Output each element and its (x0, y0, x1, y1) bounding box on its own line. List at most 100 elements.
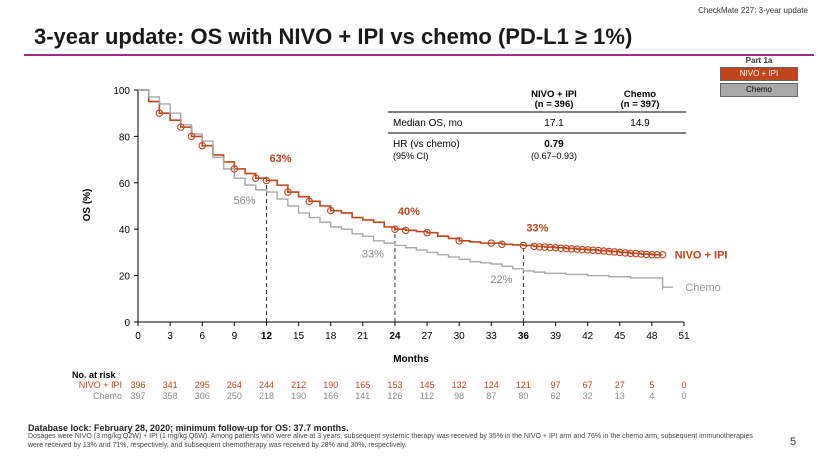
nivo-censor-mark (230, 165, 239, 173)
chemo-curve (138, 89, 674, 288)
nivo-censor-mark (653, 250, 661, 259)
nivo-censor-mark (546, 243, 554, 252)
stats-col-chemo: Chemo (624, 89, 656, 100)
risk-label-chemo: Chemo (93, 391, 122, 401)
nivo-censor-mark (535, 243, 544, 251)
risk-count-chemo: 397 (130, 391, 145, 401)
nivo-censor-mark (616, 248, 624, 257)
nivo-censor-mark (262, 176, 271, 185)
risk-count-nivo: 0 (681, 380, 686, 390)
x-tick-label: 0 (135, 331, 141, 342)
x-tick-label: 18 (325, 331, 337, 342)
x-tick-label: 24 (389, 331, 401, 342)
stats-hr-ci: (0.67–0.93) (531, 151, 577, 161)
risk-count-nivo: 295 (195, 380, 210, 390)
nivo-censor-mark (455, 237, 463, 245)
nivo-ipi-curve (138, 89, 663, 256)
title-divider (24, 54, 814, 56)
nivo-censor-mark (541, 243, 549, 251)
risk-count-nivo: 145 (420, 380, 435, 390)
nivo-censor-mark (621, 249, 629, 257)
stats-hr-label: HR (vs chemo) (393, 139, 460, 150)
risk-count-nivo: 132 (452, 380, 467, 390)
nivo-censor-mark (519, 241, 528, 250)
nivo-censor-mark (391, 225, 399, 233)
x-tick-label: 39 (550, 331, 562, 342)
landmark-chemo-label: 22% (490, 274, 512, 286)
nivo-censor-mark (551, 244, 560, 252)
legend-nivo: NIVO + IPI (720, 67, 798, 81)
y-axis-label: OS (%) (82, 189, 93, 222)
x-tick-label: 3 (167, 331, 173, 342)
risk-count-chemo: 112 (420, 391, 434, 401)
nivo-censor-mark (562, 244, 570, 253)
y-tick-label: 100 (113, 86, 130, 97)
y-tick-label: 60 (119, 179, 131, 190)
risk-count-chemo: 166 (323, 391, 338, 401)
nivo-censor-mark (530, 242, 538, 251)
page-number: 5 (790, 436, 797, 448)
x-tick-label: 6 (199, 331, 205, 342)
x-tick-label: 48 (646, 331, 658, 342)
arm-legend: Part 1a NIVO + IPI Chemo (720, 56, 798, 99)
risk-count-chemo: 250 (227, 391, 242, 401)
nivo-censor-mark (626, 249, 635, 258)
stats-hr-sub: (95% CI) (393, 151, 429, 161)
x-tick-label: 45 (614, 331, 626, 342)
nivo-censor-mark (658, 250, 667, 259)
nivo-censor-mark (487, 239, 496, 247)
nivo-censor-mark (284, 188, 292, 196)
x-tick-label: 12 (261, 331, 273, 342)
risk-count-chemo: 98 (454, 391, 464, 401)
nivo-censor-mark (187, 132, 196, 141)
y-tick-label: 80 (119, 132, 131, 143)
nivo-censor-mark (648, 250, 656, 259)
slide-title: 3-year update: OS with NIVO + IPI vs che… (34, 24, 633, 49)
risk-table-header: No. at risk (72, 370, 117, 380)
risk-count-nivo: 5 (649, 380, 654, 390)
nivo-censor-mark (557, 244, 565, 252)
risk-count-nivo: 124 (484, 380, 499, 390)
nivo-censor-mark (594, 246, 603, 255)
x-tick-label: 33 (486, 331, 498, 342)
risk-count-nivo: 153 (387, 380, 402, 390)
stats-median-chemo: 14.9 (630, 118, 650, 129)
nivo-censor-mark (423, 228, 431, 237)
landmark-chemo-label: 56% (233, 195, 255, 207)
risk-count-chemo: 306 (195, 391, 210, 401)
x-tick-label: 21 (357, 331, 369, 342)
x-tick-label: 27 (421, 331, 433, 342)
nivo-censor-mark (305, 197, 314, 206)
stats-median-nivo: 17.1 (544, 118, 564, 129)
nivo-censor-mark (177, 123, 185, 131)
x-tick-label: 15 (293, 331, 305, 342)
legend-chemo: Chemo (720, 83, 798, 97)
y-tick-label: 40 (119, 225, 131, 236)
landmark-nivo-label: 63% (269, 153, 291, 165)
risk-count-nivo: 190 (323, 380, 338, 390)
risk-count-chemo: 126 (387, 391, 402, 401)
nivo-censor-mark (610, 248, 619, 256)
nivo-censor-mark (401, 226, 410, 235)
chemo-end-label: Chemo (685, 282, 720, 294)
nivo-censor-mark (578, 245, 587, 254)
stats-table: NIVO + IPI (n = 396) Chemo (n = 397) Med… (388, 89, 686, 161)
nivo-censor-mark (198, 141, 206, 150)
nivo-ipi-end-label: NIVO + IPI (675, 250, 728, 262)
stats-col-nivo-n: (n = 396) (535, 99, 574, 110)
x-tick-label: 36 (518, 331, 530, 342)
legend-title: Part 1a (745, 56, 773, 65)
y-tick-label: 20 (119, 272, 131, 283)
nivo-censor-mark (498, 240, 506, 249)
x-tick-label: 9 (232, 331, 238, 342)
risk-count-chemo: 87 (486, 391, 496, 401)
x-axis-label: Months (393, 354, 429, 365)
risk-count-nivo: 67 (583, 380, 593, 390)
nivo-censor-mark (632, 249, 640, 258)
nivo-censor-mark (567, 245, 576, 253)
risk-count-chemo: 0 (681, 391, 686, 401)
nivo-censor-mark (642, 250, 651, 259)
nivo-censor-mark (589, 246, 597, 255)
risk-count-chemo: 218 (259, 391, 274, 401)
